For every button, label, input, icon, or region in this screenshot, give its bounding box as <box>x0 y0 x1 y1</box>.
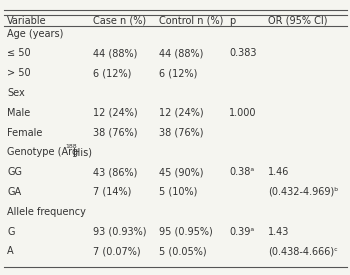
Text: 5 (10%): 5 (10%) <box>159 187 198 197</box>
Text: Age (years): Age (years) <box>7 29 63 38</box>
Text: 12 (24%): 12 (24%) <box>159 108 204 118</box>
Text: Control n (%): Control n (%) <box>159 16 224 26</box>
Text: 188: 188 <box>66 144 77 149</box>
Text: 0.38ᵃ: 0.38ᵃ <box>229 167 254 177</box>
Text: 38 (76%): 38 (76%) <box>93 128 137 138</box>
Text: His): His) <box>74 147 92 157</box>
Text: 12 (24%): 12 (24%) <box>93 108 137 118</box>
Text: (0.432-4.969)ᵇ: (0.432-4.969)ᵇ <box>268 187 338 197</box>
Text: 38 (76%): 38 (76%) <box>159 128 204 138</box>
Text: Case n (%): Case n (%) <box>93 16 146 26</box>
Text: GG: GG <box>7 167 22 177</box>
Text: Sex: Sex <box>7 88 25 98</box>
Text: A: A <box>7 246 14 256</box>
Text: (0.438-4.666)ᶜ: (0.438-4.666)ᶜ <box>268 246 337 256</box>
Text: 1.43: 1.43 <box>268 227 289 236</box>
Text: 45 (90%): 45 (90%) <box>159 167 204 177</box>
Text: 1.000: 1.000 <box>229 108 257 118</box>
Text: 93 (0.93%): 93 (0.93%) <box>93 227 146 236</box>
Text: 7 (14%): 7 (14%) <box>93 187 131 197</box>
Text: ≤ 50: ≤ 50 <box>7 48 31 58</box>
Text: Variable: Variable <box>7 16 47 26</box>
Text: Female: Female <box>7 128 42 138</box>
Text: OR (95% CI): OR (95% CI) <box>268 16 327 26</box>
Text: 1.46: 1.46 <box>268 167 289 177</box>
Text: 43 (86%): 43 (86%) <box>93 167 137 177</box>
Text: > 50: > 50 <box>7 68 31 78</box>
Text: 5 (0.05%): 5 (0.05%) <box>159 246 207 256</box>
Text: 6 (12%): 6 (12%) <box>159 68 198 78</box>
Text: Genotype (Arg: Genotype (Arg <box>7 147 78 157</box>
Text: Allele frequency: Allele frequency <box>7 207 86 217</box>
Text: 95 (0.95%): 95 (0.95%) <box>159 227 213 236</box>
Text: 0.383: 0.383 <box>229 48 257 58</box>
Text: GA: GA <box>7 187 21 197</box>
Text: 44 (88%): 44 (88%) <box>159 48 204 58</box>
Text: G: G <box>7 227 14 236</box>
Text: 6 (12%): 6 (12%) <box>93 68 131 78</box>
Text: 44 (88%): 44 (88%) <box>93 48 137 58</box>
Text: Male: Male <box>7 108 30 118</box>
Text: 7 (0.07%): 7 (0.07%) <box>93 246 140 256</box>
Text: p: p <box>229 16 236 26</box>
Text: 0.39ᵃ: 0.39ᵃ <box>229 227 254 236</box>
